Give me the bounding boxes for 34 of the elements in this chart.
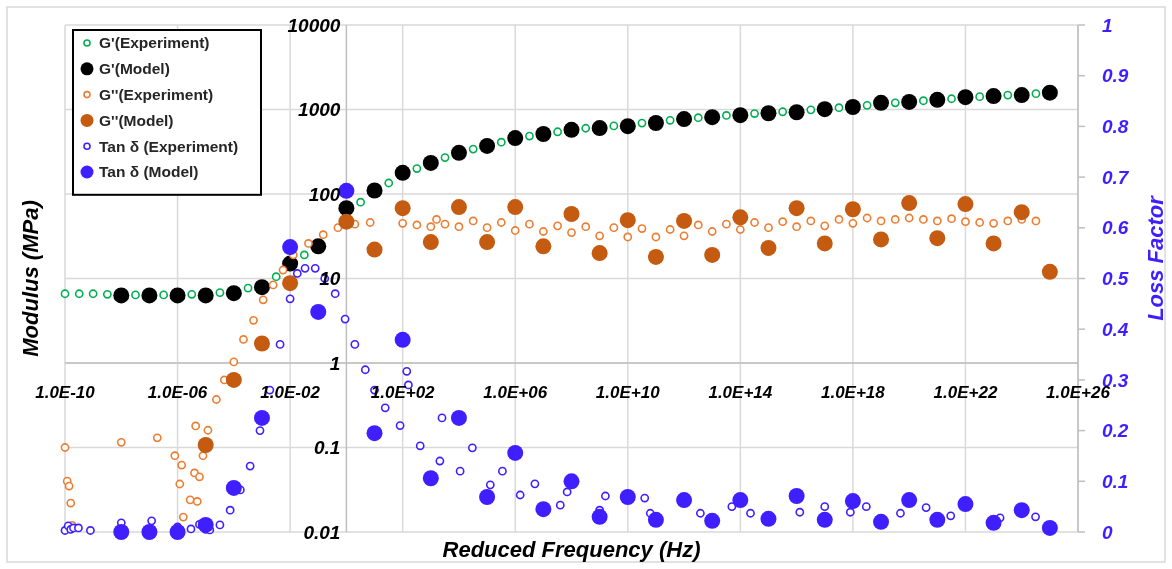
x-tick-label: 1.0E+18	[820, 383, 886, 402]
y2-tick-label: 0.8	[1102, 116, 1129, 138]
x-axis-title: Reduced Frequency (Hz)	[442, 537, 701, 562]
y-tick-label: 1000	[298, 99, 341, 121]
y-axis-title: Modulus (MPa)	[18, 200, 43, 357]
y2-tick-label: 1	[1102, 14, 1113, 36]
x-tick-label: 1.0E+02	[370, 383, 436, 402]
y-tick-label: 100	[308, 183, 341, 205]
y2-tick-label: 0.1	[1102, 470, 1129, 492]
x-tick-label: 1.0E-10	[35, 383, 96, 402]
x-tick-label: 1.0E+14	[708, 383, 773, 402]
y-tick-label: 0.01	[303, 521, 341, 543]
legend-label: G''(Experiment)	[99, 86, 214, 104]
x-tick-label: 1.0E-06	[147, 383, 208, 402]
x-tick-label: 1.0E+10	[595, 383, 661, 402]
legend-label: G'(Model)	[99, 60, 170, 78]
y-tick-label: 10000	[287, 14, 341, 36]
y2-axis-title: Loss Factor	[1143, 194, 1168, 321]
y2-tick-label: 0.5	[1102, 268, 1129, 290]
y2-tick-label: 0.4	[1102, 318, 1129, 340]
legend-label: Tan δ (Experiment)	[99, 137, 239, 155]
legend-label: G''(Model)	[99, 111, 174, 129]
y-tick-label: 0.1	[313, 437, 341, 459]
x-tick-label: 1.0E+06	[483, 383, 548, 402]
x-tick-label: 1.0E+22	[933, 383, 998, 402]
x-tick-label: 1.0E-02	[260, 383, 321, 402]
legend-label: Tan δ (Model)	[99, 163, 199, 181]
y2-tick-label: 0.2	[1102, 420, 1129, 442]
legend-label: G'(Experiment)	[99, 34, 210, 52]
y2-tick-label: 0.7	[1102, 166, 1130, 188]
y-tick-label: 1	[329, 352, 341, 374]
y2-tick-label: 0.9	[1102, 65, 1129, 87]
y2-tick-label: 0.6	[1102, 217, 1129, 239]
y2-tick-label: 0	[1102, 521, 1113, 543]
